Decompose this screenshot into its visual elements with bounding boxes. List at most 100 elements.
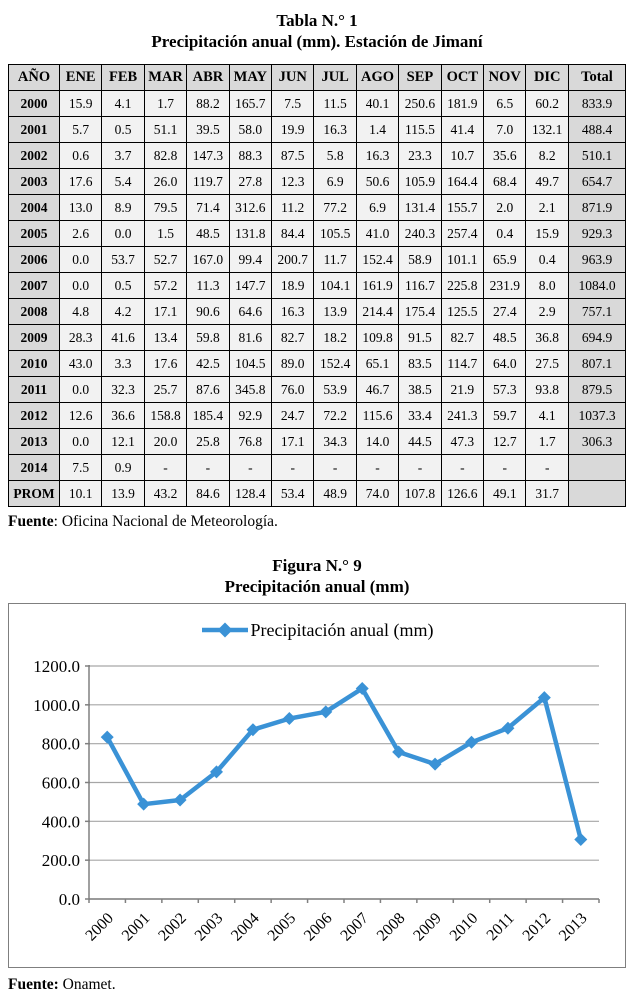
table-cell: 16.3 bbox=[313, 116, 357, 143]
table-cell: 88.3 bbox=[228, 142, 273, 169]
table-cell: 57.2 bbox=[143, 272, 188, 299]
table-cell: 12.6 bbox=[58, 402, 103, 429]
table-cell: 82.7 bbox=[440, 324, 485, 351]
y-axis-label: 0.0 bbox=[59, 890, 80, 909]
table-cell: 51.1 bbox=[143, 116, 188, 143]
table-cell: 41.0 bbox=[355, 220, 400, 247]
table-cell: 17.6 bbox=[58, 168, 103, 195]
table-cell: 105.9 bbox=[398, 168, 442, 195]
data-point-marker bbox=[100, 730, 114, 744]
table-cell: 11.3 bbox=[186, 272, 230, 299]
table-cell: 27.5 bbox=[525, 350, 569, 377]
table-cell: 929.3 bbox=[568, 220, 626, 247]
table-cell: 76.8 bbox=[228, 428, 273, 455]
table-cell: 47.3 bbox=[440, 428, 485, 455]
table-cell: 871.9 bbox=[568, 194, 626, 221]
table-cell: 23.3 bbox=[398, 142, 442, 169]
data-point-marker bbox=[173, 793, 187, 807]
row-header-cell: 2011 bbox=[8, 376, 60, 403]
table-cell: 4.2 bbox=[101, 298, 145, 325]
table-cell: 49.1 bbox=[483, 480, 527, 507]
table-row: 2009 28.3 41.6 13.4 59.8 81.6 82.7 18.2 109.8 91.… bbox=[8, 324, 626, 351]
table-cell: 32.3 bbox=[101, 376, 145, 403]
table-cell: 10.7 bbox=[440, 142, 485, 169]
table-cell: 48.9 bbox=[313, 480, 357, 507]
x-axis-label: 2005 bbox=[265, 910, 300, 945]
table-cell: 18.2 bbox=[313, 324, 357, 351]
row-header-cell: PROM bbox=[8, 480, 60, 507]
table-cell: 115.5 bbox=[398, 116, 442, 143]
table-cell: 26.0 bbox=[143, 168, 188, 195]
figure-title-line2: Precipitación anual (mm) bbox=[224, 577, 410, 596]
table-cell: 1.7 bbox=[143, 90, 188, 117]
column-header: SEP bbox=[398, 64, 442, 91]
table-cell: 57.3 bbox=[483, 376, 527, 403]
table-cell: 175.4 bbox=[398, 298, 442, 325]
table-cell: 17.1 bbox=[271, 428, 315, 455]
table-cell: 2.1 bbox=[525, 194, 569, 221]
table-cell: 0.0 bbox=[58, 246, 103, 273]
table-cell: 44.5 bbox=[398, 428, 442, 455]
column-header: JUN bbox=[271, 64, 315, 91]
table-row: 2004 13.0 8.9 79.5 71.4 312.6 11.2 77.2 6.9 131.4… bbox=[8, 194, 626, 221]
table-cell: 41.4 bbox=[440, 116, 485, 143]
table-cell: - bbox=[440, 454, 485, 481]
table-cell: 12.3 bbox=[271, 168, 315, 195]
table-cell: 694.9 bbox=[568, 324, 626, 351]
y-axis-label: 800.0 bbox=[42, 735, 80, 754]
table-cell: 3.3 bbox=[101, 350, 145, 377]
table-cell: 64.6 bbox=[228, 298, 273, 325]
table-cell: 27.8 bbox=[228, 168, 273, 195]
table-cell: 807.1 bbox=[568, 350, 626, 377]
table-header-row: AÑO ENE FEB MAR ABR MAY JUN JUL AGO SEP OCT NOV DIC T… bbox=[8, 64, 626, 91]
table-header: AÑO ENE FEB MAR ABR MAY JUN JUL AGO SEP OCT NOV DIC T… bbox=[8, 64, 626, 91]
table-cell: 6.9 bbox=[355, 194, 400, 221]
table-cell: 6.5 bbox=[483, 90, 527, 117]
table-cell: 84.6 bbox=[186, 480, 230, 507]
table-cell: 82.7 bbox=[271, 324, 315, 351]
table-cell: - bbox=[355, 454, 400, 481]
table-cell: 50.6 bbox=[355, 168, 400, 195]
table-cell: 65.1 bbox=[355, 350, 400, 377]
table-cell: 42.5 bbox=[186, 350, 230, 377]
table-cell: 11.7 bbox=[313, 246, 357, 273]
table-cell: 131.4 bbox=[398, 194, 442, 221]
table-cell: - bbox=[271, 454, 315, 481]
table-cell: 13.0 bbox=[58, 194, 103, 221]
table-cell: 879.5 bbox=[568, 376, 626, 403]
table-source: Fuente: Oficina Nacional de Meteorología… bbox=[8, 512, 626, 532]
table-cell: 13.9 bbox=[101, 480, 145, 507]
table-cell: 83.5 bbox=[398, 350, 442, 377]
figure-source: Fuente: Onamet. bbox=[8, 975, 626, 995]
x-axis-label: 2003 bbox=[192, 910, 227, 945]
table-cell: 49.7 bbox=[525, 168, 569, 195]
data-point-marker bbox=[210, 765, 223, 779]
column-header: FEB bbox=[101, 64, 145, 91]
table-cell: 128.4 bbox=[228, 480, 273, 507]
table-cell: 12.1 bbox=[101, 428, 145, 455]
table-cell: 25.8 bbox=[186, 428, 230, 455]
table-cell: 114.7 bbox=[440, 350, 485, 377]
table-cell: 65.9 bbox=[483, 246, 527, 273]
table-cell: 132.1 bbox=[525, 116, 569, 143]
figure-title-line1: Figura N.° 9 bbox=[272, 556, 362, 575]
table-cell: 59.8 bbox=[186, 324, 230, 351]
table-cell: 93.8 bbox=[525, 376, 569, 403]
table-row: 2012 12.6 36.6 158.8 185.4 92.9 24.7 72.2 115.6 3… bbox=[8, 402, 626, 429]
table-cell: 241.3 bbox=[440, 402, 485, 429]
table-cell: 225.8 bbox=[440, 272, 485, 299]
data-point-marker bbox=[282, 712, 296, 726]
y-axis-label: 600.0 bbox=[42, 774, 80, 793]
table-cell: 36.8 bbox=[525, 324, 569, 351]
table-cell: 757.1 bbox=[568, 298, 626, 325]
table-cell: 5.4 bbox=[101, 168, 145, 195]
table-cell: 17.6 bbox=[143, 350, 188, 377]
data-point-marker bbox=[392, 745, 406, 759]
figure-title: Figura N.° 9 Precipitación anual (mm) bbox=[8, 555, 626, 597]
table-title-line2: Precipitación anual (mm). Estación de Ji… bbox=[151, 32, 483, 51]
table-cell: - bbox=[483, 454, 527, 481]
table-cell: 126.6 bbox=[440, 480, 485, 507]
table-cell: 11.5 bbox=[313, 90, 357, 117]
table-cell: 36.6 bbox=[101, 402, 145, 429]
